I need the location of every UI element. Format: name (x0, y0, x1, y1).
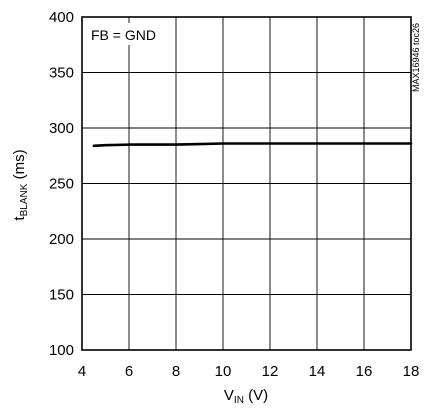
figure-id-label: MAX16946 toc26 (411, 23, 421, 92)
series-line (92, 142, 413, 148)
plot-frame (81, 16, 412, 351)
x-tick-label: 4 (78, 363, 86, 380)
y-tick-label: 300 (49, 120, 74, 137)
x-tick-label: 6 (125, 363, 133, 380)
y-tick-label: 400 (49, 9, 74, 26)
x-tick-label: 14 (309, 363, 326, 380)
series-layer (92, 142, 413, 148)
x-tick-label: 10 (215, 363, 232, 380)
annotation-background (83, 23, 165, 45)
grid (81, 16, 412, 351)
x-tick-label: 18 (403, 363, 420, 380)
x-axis-title: VIN (V) (224, 387, 268, 406)
x-tick-label: 16 (356, 363, 373, 380)
x-tick-labels: 4 6 8 10 12 14 16 18 (78, 363, 420, 380)
x-tick-label: 8 (172, 363, 180, 380)
y-tick-label: 250 (49, 176, 74, 193)
y-tick-labels: 100 150 200 250 300 350 400 (49, 9, 74, 359)
y-tick-label: 200 (49, 231, 74, 248)
y-tick-label: 100 (49, 342, 74, 359)
y-tick-label: 150 (49, 287, 74, 304)
annotation-fb-gnd: FB = GND (91, 27, 156, 43)
y-axis-title: tBLANK (ms) (11, 149, 30, 220)
x-tick-label: 12 (262, 363, 279, 380)
y-tick-label: 350 (49, 65, 74, 82)
